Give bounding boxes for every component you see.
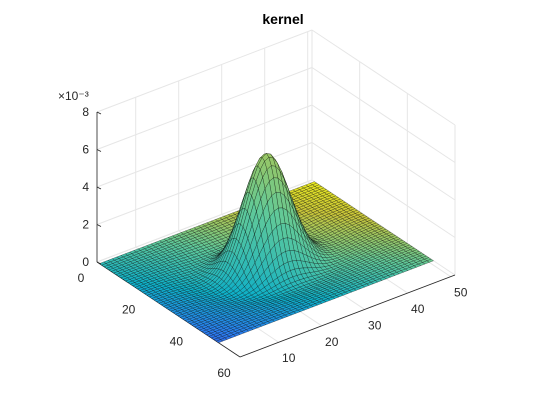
z-tick-label: 2 bbox=[82, 218, 89, 232]
z-tick-label: 0 bbox=[82, 255, 89, 269]
z-tick-label: 6 bbox=[82, 143, 89, 157]
wall2-grid-z bbox=[311, 104, 456, 201]
wall2-grid-z bbox=[311, 29, 456, 126]
x-axis-line bbox=[239, 274, 456, 358]
z-tick-mark bbox=[96, 111, 102, 115]
z-tick-mark bbox=[96, 186, 102, 190]
x-tick-label: 40 bbox=[411, 302, 425, 316]
wall-grid-z bbox=[96, 67, 313, 150]
tick-labels: 10 20 30 40 50 0 20 40 60 0 2 4 6 8 bbox=[78, 105, 468, 380]
wall-grid-z bbox=[96, 142, 313, 225]
z-tick-label: 8 bbox=[82, 105, 89, 119]
wall2-grid-z bbox=[311, 67, 456, 163]
wall-grid-z bbox=[96, 29, 313, 113]
chart-title: kernel bbox=[262, 11, 303, 27]
wall-grid-z bbox=[96, 104, 313, 188]
z-exponent-label: ×10⁻³ bbox=[58, 89, 89, 103]
z-tick-mark bbox=[96, 261, 102, 265]
x-tick-label: 50 bbox=[454, 286, 468, 300]
wall2-grid-z bbox=[311, 142, 456, 238]
y-tick-label: 40 bbox=[170, 334, 184, 348]
z-tick-label: 4 bbox=[82, 180, 89, 194]
x-tick-label: 20 bbox=[325, 335, 339, 349]
surface-patch bbox=[215, 339, 224, 343]
y-tick-label: 0 bbox=[78, 271, 85, 285]
y-tick-label: 20 bbox=[122, 303, 136, 317]
x-tick-label: 30 bbox=[368, 318, 382, 332]
z-tick-mark bbox=[96, 149, 102, 152]
z-tick-mark bbox=[96, 224, 102, 227]
y-tick-label: 60 bbox=[217, 366, 231, 380]
surface-mesh bbox=[99, 153, 434, 343]
x-tick-label: 10 bbox=[282, 351, 296, 365]
